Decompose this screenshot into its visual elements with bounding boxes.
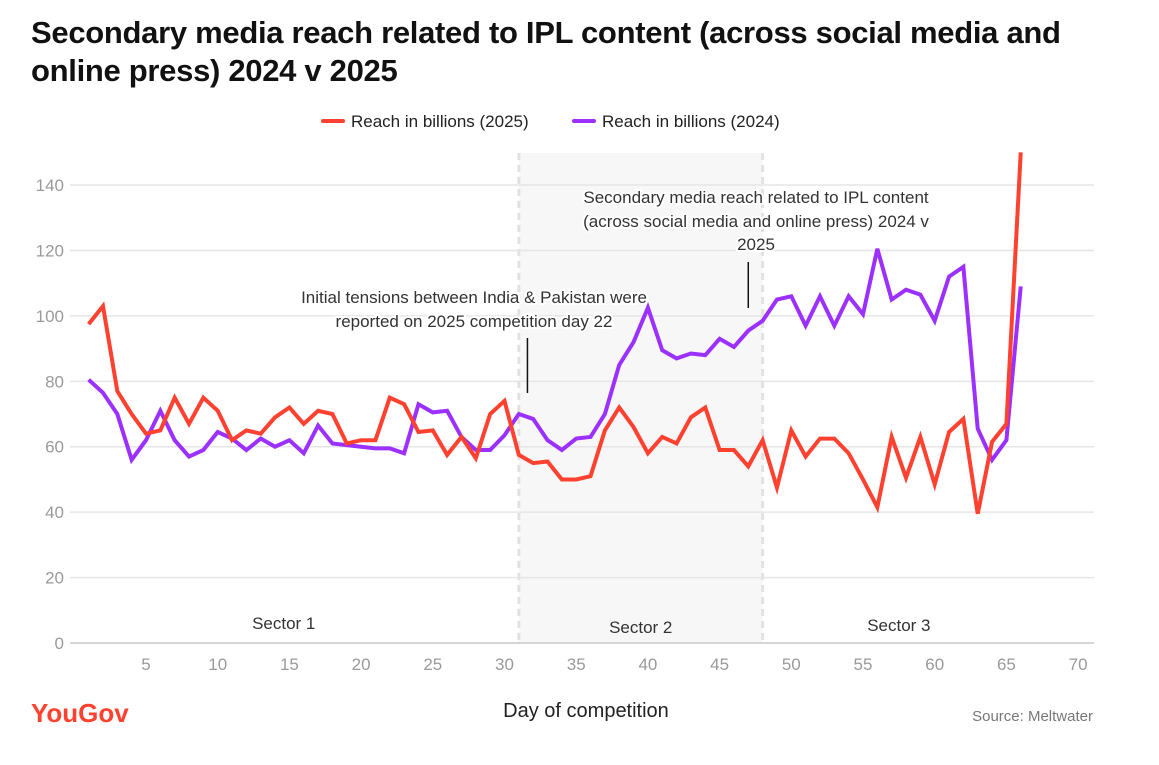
x-tick-label: 55 <box>854 655 873 674</box>
x-tick-label: 35 <box>567 655 586 674</box>
x-tick-label: 70 <box>1069 655 1088 674</box>
legend-label: Reach in billions (2025) <box>351 112 529 131</box>
annotation-text: Secondary media reach related to IPL con… <box>583 188 929 207</box>
x-tick-label: 40 <box>638 655 657 674</box>
x-tick-label: 60 <box>925 655 944 674</box>
series-line-2025 <box>87 152 1023 515</box>
chart-title: Secondary media reach related to IPL con… <box>31 15 1061 88</box>
legend-label: Reach in billions (2024) <box>602 112 780 131</box>
annotation-text: 2025 <box>737 235 775 254</box>
x-tick-label: 20 <box>352 655 371 674</box>
series-line-2024 <box>87 248 1023 465</box>
x-tick-label: 5 <box>141 655 150 674</box>
x-tick-label: 10 <box>208 655 227 674</box>
y-tick-label: 120 <box>36 241 64 260</box>
y-tick-label: 140 <box>36 176 64 195</box>
x-tick-label: 45 <box>710 655 729 674</box>
annotation-text: Initial tensions between India & Pakista… <box>301 288 647 307</box>
yougov-logo: YouGov <box>31 698 129 728</box>
y-tick-label: 80 <box>45 372 64 391</box>
sector-2-band <box>518 153 763 643</box>
y-tick-label: 100 <box>36 307 64 326</box>
x-tick-label: 15 <box>280 655 299 674</box>
x-tick-label: 30 <box>495 655 514 674</box>
annotation-text: (across social media and online press) 2… <box>583 212 929 231</box>
y-tick-label: 40 <box>45 503 64 522</box>
x-tick-label: 25 <box>423 655 442 674</box>
y-tick-label: 60 <box>45 438 64 457</box>
y-tick-label: 0 <box>55 634 64 653</box>
x-tick-label: 65 <box>997 655 1016 674</box>
y-tick-label: 20 <box>45 569 64 588</box>
source-note: Source: Meltwater <box>972 708 1093 725</box>
legend: Reach in billions (2025) Reach in billion… <box>321 112 780 131</box>
sector-label: Sector 3 <box>867 616 930 635</box>
x-tick-label: 50 <box>782 655 801 674</box>
sector-label: Sector 1 <box>252 614 315 633</box>
sector-label: Sector 2 <box>609 618 672 637</box>
annotation-text: reported on 2025 competition day 22 <box>336 312 613 331</box>
x-axis-label: Day of competition <box>503 700 669 722</box>
